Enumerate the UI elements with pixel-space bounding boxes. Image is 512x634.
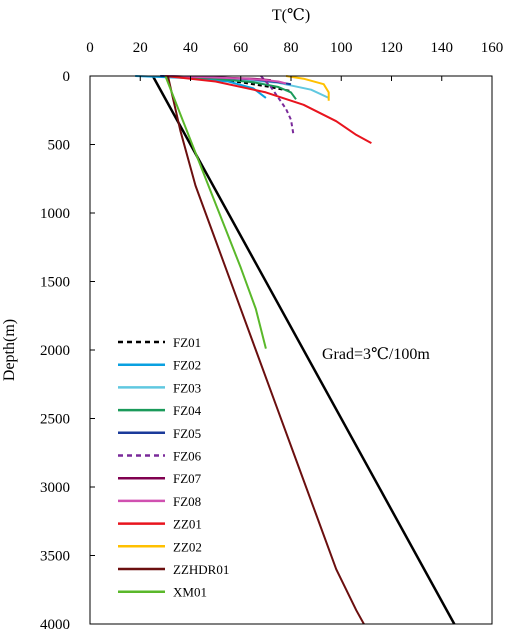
y-tick-label: 500 <box>48 138 71 154</box>
y-tick-label: 3500 <box>40 549 70 565</box>
x-tick-label: 100 <box>330 40 353 56</box>
x-tick-label: 80 <box>284 40 299 56</box>
legend-label-zz02: ZZ02 <box>173 539 202 554</box>
y-tick-label: 2500 <box>40 412 70 428</box>
y-axis-title: Depth(m) <box>1 319 18 381</box>
legend-label-xm01: XM01 <box>173 585 207 600</box>
legend-label-zzhdr01: ZZHDR01 <box>173 562 229 577</box>
series-line-fz08 <box>165 75 287 85</box>
series-line-zz01 <box>165 75 372 144</box>
legend-label-fz01: FZ01 <box>173 335 201 350</box>
y-tick-label: 2000 <box>40 343 70 359</box>
y-tick-label: 1000 <box>40 206 70 222</box>
series-line-xm01 <box>164 75 267 349</box>
series-line-zzhdr01 <box>166 75 365 625</box>
legend-label-fz04: FZ04 <box>173 403 202 418</box>
legend-label-fz02: FZ02 <box>173 358 201 373</box>
gradient-annotation: Grad=3℃/100m <box>322 346 430 363</box>
y-tick-label: 3000 <box>40 480 70 496</box>
legend-label-fz06: FZ06 <box>173 449 202 464</box>
legend-label-fz08: FZ08 <box>173 494 201 509</box>
x-tick-label: 20 <box>133 40 148 56</box>
legend: FZ01 FZ02 FZ03 FZ04 FZ05 FZ06 FZ07 FZ08 ZZ01 ZZ02… <box>118 335 229 600</box>
x-axis-title: T(℃) <box>272 7 310 24</box>
x-tick-label: 160 <box>481 40 504 56</box>
legend-label-zz01: ZZ01 <box>173 517 202 532</box>
gradient-reference-line <box>151 75 456 625</box>
x-tick-label: 120 <box>380 40 403 56</box>
series-line-zz02 <box>285 75 330 101</box>
legend-label-fz05: FZ05 <box>173 426 201 441</box>
legend-label-fz07: FZ07 <box>173 471 202 486</box>
y-tick-label: 0 <box>63 69 71 85</box>
series-line-fz06 <box>260 75 295 136</box>
x-tick-label: 40 <box>183 40 198 56</box>
x-tick-label: 0 <box>86 40 94 56</box>
legend-label-fz03: FZ03 <box>173 380 201 395</box>
x-tick-label: 60 <box>233 40 248 56</box>
y-tick-label: 4000 <box>40 617 70 633</box>
y-tick-label: 1500 <box>40 275 70 291</box>
plot-area-frame <box>89 75 493 625</box>
x-tick-label: 140 <box>431 40 454 56</box>
